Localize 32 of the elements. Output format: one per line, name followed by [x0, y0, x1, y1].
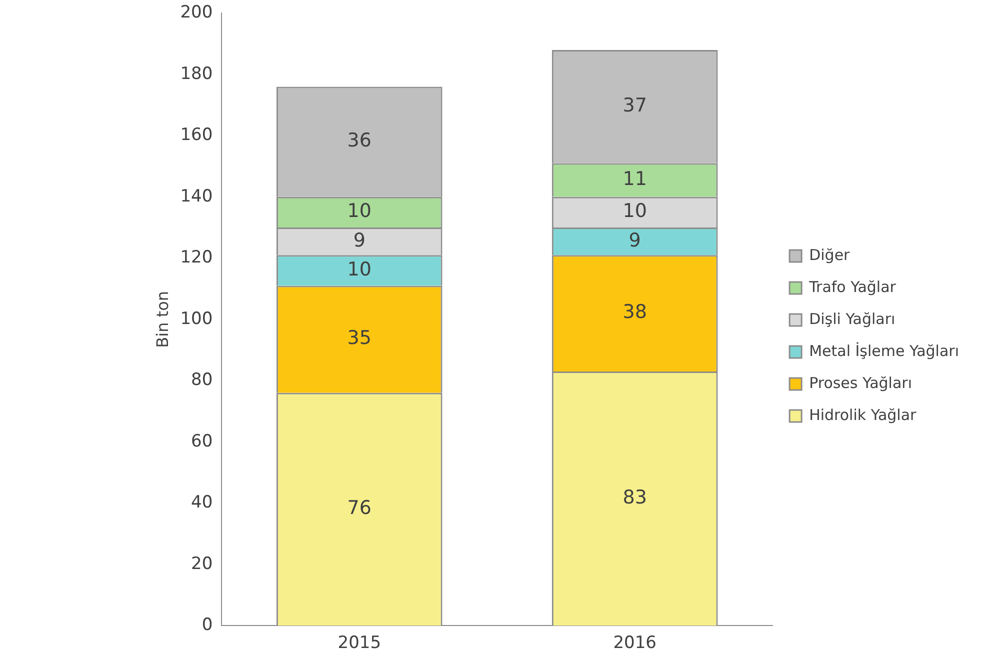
data-label: 10: [622, 200, 647, 222]
data-label: 10: [347, 200, 372, 222]
y-tick-label: 140: [180, 186, 213, 206]
data-label: 11: [622, 168, 647, 190]
y-tick-label: 160: [180, 125, 213, 146]
data-label: 35: [347, 327, 372, 350]
legend-label: Metal İşleme Yağları: [809, 342, 960, 360]
data-label: 9: [353, 229, 366, 252]
data-label: 83: [622, 486, 647, 508]
y-tick-label: 200: [180, 2, 213, 23]
data-label: 36: [347, 130, 372, 152]
legend-label: Trafo Yağlar: [808, 278, 897, 296]
x-tick-label: 2015: [338, 633, 382, 654]
data-label: 10: [347, 258, 372, 280]
y-axis-title: Bin ton: [152, 290, 172, 348]
y-tick-label: 180: [180, 64, 213, 84]
data-label: 76: [347, 497, 372, 520]
legend-label: Proses Yağları: [809, 374, 912, 392]
y-tick-label: 60: [191, 431, 213, 452]
data-label: 38: [622, 301, 647, 324]
data-label: 37: [622, 94, 647, 117]
y-tick-label: 0: [202, 615, 213, 636]
y-tick-label: 40: [191, 492, 213, 513]
legend-label: Dişli Yağları: [809, 310, 896, 328]
y-tick-label: 100: [180, 308, 213, 329]
legend-label: Diğer: [809, 246, 851, 264]
y-tick-label: 20: [191, 554, 213, 574]
y-tick-label: 80: [191, 370, 213, 390]
data-label: 9: [628, 229, 641, 252]
legend-label: Hidrolik Yağlar: [809, 406, 918, 424]
x-tick-label: 2016: [613, 633, 656, 654]
y-tick-label: 120: [180, 248, 213, 268]
